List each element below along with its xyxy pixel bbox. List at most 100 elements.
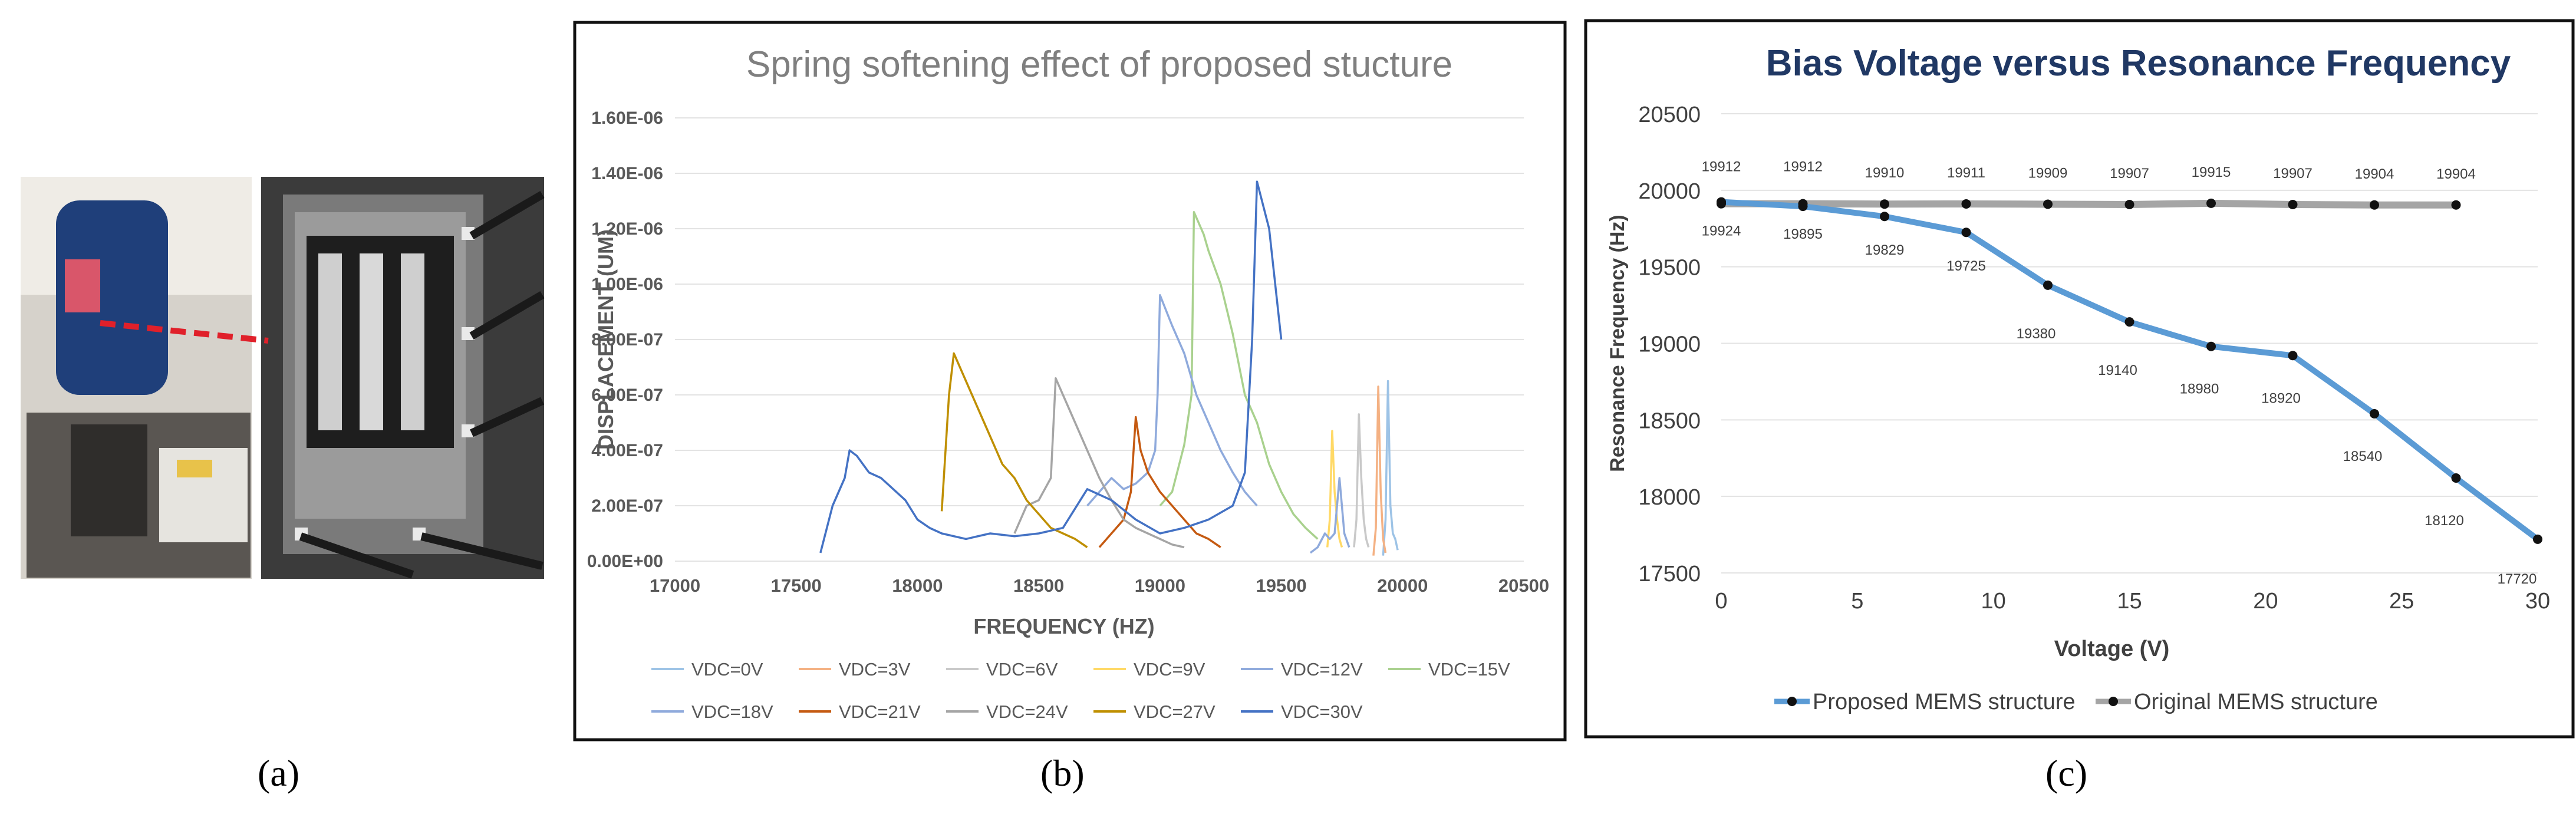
chart-c-proposed-data-label: 18980 — [2180, 381, 2219, 397]
chart-c-proposed-data-label: 19380 — [2017, 326, 2056, 342]
chart-c-original-point — [2043, 199, 2053, 209]
chart-c-original-data-label: 19904 — [2355, 166, 2394, 182]
chart-b-series-line — [1159, 211, 1319, 540]
panel-a — [21, 177, 545, 579]
chart-b-series-line — [1013, 377, 1185, 549]
chart-c-original-data-label: 19907 — [2110, 166, 2149, 182]
chart-c-proposed-point — [1880, 212, 1889, 222]
chart-c-legend-label: Original MEMS structure — [2134, 690, 2378, 714]
chart-c-proposed-point — [2288, 351, 2298, 361]
chart-c-proposed-point — [2124, 317, 2134, 327]
chart-c-y-tick: 18500 — [1638, 408, 1701, 433]
chart-c-proposed-point — [1717, 197, 1726, 207]
chart-b-y-tick: 1.60E-06 — [591, 108, 663, 128]
chart-c-proposed-data-label: 18120 — [2425, 513, 2464, 529]
chart-c-proposed-data-label: 18540 — [2343, 449, 2383, 464]
chart-b-series-line — [1372, 385, 1387, 556]
chart-b-legend-label: VDC=12V — [1281, 659, 1363, 680]
chart-c-original-data-label: 19910 — [1865, 165, 1905, 181]
chart-c-original-data-label: 19912 — [1783, 159, 1823, 175]
chart-b-legend-label: VDC=24V — [986, 701, 1068, 722]
chart-c-legend-marker — [1787, 697, 1797, 706]
chart-c-original-data-label: 19904 — [2436, 166, 2476, 182]
chart-c-original-data-label: 19907 — [2273, 166, 2313, 182]
chart-c-proposed-data-label: 19725 — [1946, 258, 1986, 274]
device-photo — [261, 177, 545, 579]
chart-c-proposed-data-label: 18920 — [2261, 390, 2301, 406]
chart-c-original-data-label: 19909 — [2028, 165, 2068, 181]
chart-b-legend-label: VDC=6V — [986, 659, 1058, 680]
chart-c-y-tick: 20500 — [1638, 103, 1701, 127]
chart-c-proposed-point — [2206, 341, 2216, 351]
chart-c-original-point — [2288, 199, 2298, 209]
chart-b-y-tick: 4.00E-07 — [591, 441, 663, 460]
chart-b-x-tick: 18500 — [1013, 575, 1064, 596]
chart-b-x-tick: 20500 — [1498, 575, 1549, 596]
chart-c-proposed-data-label: 19924 — [1702, 223, 1741, 239]
chart-c-y-tick: 20000 — [1638, 179, 1701, 204]
chart-c-x-tick: 25 — [2389, 589, 2414, 614]
chart-c-y-tick: 19500 — [1638, 256, 1701, 281]
chart-b-x-tick: 17500 — [771, 575, 822, 596]
chart-c-original-point — [2206, 198, 2216, 208]
chart-c-proposed-point — [2043, 280, 2053, 290]
chart-c-original-point — [1880, 199, 1889, 209]
chart-c-original-data-label: 19911 — [1947, 165, 1985, 181]
chart-c-proposed-data-label: 19829 — [1865, 242, 1905, 258]
chart-b-series-line — [1086, 294, 1258, 507]
chart-c-x-label: Voltage (V) — [2054, 637, 2170, 661]
chart-c-original-point — [2451, 200, 2461, 210]
chart-b-x-tick: 19500 — [1256, 575, 1306, 596]
chart-b-series-line — [940, 352, 1088, 548]
chart-c: Bias Voltage versus Resonance Frequency 1… — [1606, 43, 2550, 714]
caption-c: (c) — [2045, 752, 2088, 794]
chart-c-x-tick: 30 — [2525, 589, 2550, 614]
chart-c-proposed-point — [1961, 228, 1971, 238]
chart-c-title: Bias Voltage versus Resonance Frequency — [1766, 43, 2511, 84]
chart-b-y-tick: 1.20E-06 — [591, 219, 663, 239]
chart-c-proposed-data-label: 19140 — [2098, 362, 2137, 378]
chart-b-x-tick: 18000 — [892, 575, 943, 596]
chart-c-y-tick: 19000 — [1638, 332, 1701, 357]
chart-c-original-point — [2124, 199, 2134, 209]
chart-b-legend-label: VDC=27V — [1134, 701, 1215, 722]
chart-c-y-label: Resonance Frequency (Hz) — [1606, 215, 1629, 472]
chart-b-legend-label: VDC=21V — [839, 701, 921, 722]
chart-b-x-tick: 20000 — [1377, 575, 1428, 596]
chart-c-proposed-data-label: 19895 — [1783, 226, 1823, 242]
chart-b-legend-label: VDC=18V — [691, 701, 773, 722]
chart-b-series-line — [1326, 430, 1343, 548]
chart-c-proposed-point — [2451, 473, 2461, 483]
chart-b-x-tick: 17000 — [650, 575, 700, 596]
chart-b-y-label: DISPLACEMENT (UM) — [594, 229, 618, 450]
chart-b-y-tick: 2.00E-07 — [591, 496, 663, 516]
chart-c-x-tick: 5 — [1851, 589, 1863, 614]
chart-b-series-line — [819, 180, 1283, 553]
chart-c-original-data-label: 19915 — [2192, 164, 2231, 180]
caption-a: (a) — [258, 752, 300, 794]
chart-c-y-tick: 17500 — [1638, 562, 1701, 586]
chart-b-series-line — [1353, 413, 1370, 548]
chart-c-x-tick: 10 — [1981, 589, 2006, 614]
chart-c-original-point — [2370, 200, 2379, 210]
chart-c-proposed-point — [1798, 202, 1808, 212]
laser-dashed-line — [100, 320, 269, 344]
chart-b-legend-label: VDC=3V — [839, 659, 911, 680]
chart-c-proposed-point — [2533, 534, 2542, 544]
chart-b-x-tick: 19000 — [1135, 575, 1185, 596]
chart-c-original-data-label: 19912 — [1702, 159, 1741, 175]
chart-c-legend-marker — [2109, 697, 2118, 706]
chart-b-y-tick: 0.00E+00 — [587, 552, 663, 571]
chart-c-x-tick: 20 — [2253, 589, 2278, 614]
chart-b: Spring softening effect of proposed stuc… — [587, 44, 1549, 722]
chart-b-legend-label: VDC=0V — [691, 659, 763, 680]
chart-c-y-tick: 18000 — [1638, 485, 1701, 510]
chart-c-proposed-data-label: 17720 — [2498, 571, 2537, 587]
chart-c-original-line — [1721, 199, 2456, 209]
chart-b-series-line — [1309, 477, 1350, 554]
chart-b-title: Spring softening effect of proposed stuc… — [746, 44, 1452, 85]
panel-c-frame — [1584, 19, 2575, 739]
chart-b-y-tick: 1.40E-06 — [591, 164, 663, 183]
chart-b-y-tick: 8.00E-07 — [591, 330, 663, 350]
